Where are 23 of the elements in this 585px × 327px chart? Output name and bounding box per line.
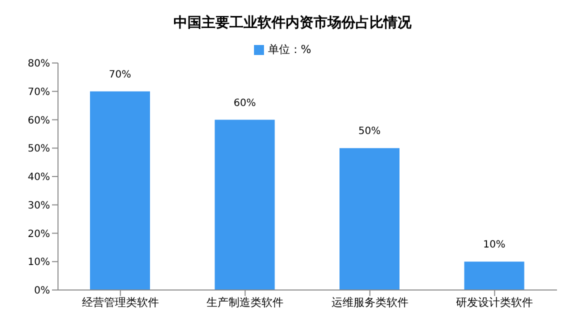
bar [90,91,150,290]
bar [340,148,400,290]
y-tick-label: 10% [28,257,50,268]
x-tick-label: 研发设计类软件 [456,296,534,309]
x-tick-label: 经营管理类软件 [82,296,159,309]
data-label: 60% [234,98,256,109]
y-tick-label: 0% [34,286,50,297]
bar [214,120,275,290]
x-tick-label: 运维服务类软件 [331,296,408,309]
data-label: 70% [108,69,132,80]
x-tick-label: 生产制造类软件 [206,296,284,309]
y-tick-label: 50% [28,144,50,155]
y-tick-label: 70% [28,86,50,98]
y-tick-label: 40% [28,172,50,184]
chart-title: 中国主要工业软件内资市场份占比情况 [172,14,412,33]
bar [464,262,524,290]
y-tick-label: 30% [28,200,50,212]
y-tick-label: 20% [28,228,50,240]
data-label: 50% [358,126,381,138]
data-label: 10% [483,240,506,251]
legend-label: 单位：% [268,43,312,56]
y-tick-label: 60% [28,115,50,126]
y-tick-label: 80% [28,58,50,70]
